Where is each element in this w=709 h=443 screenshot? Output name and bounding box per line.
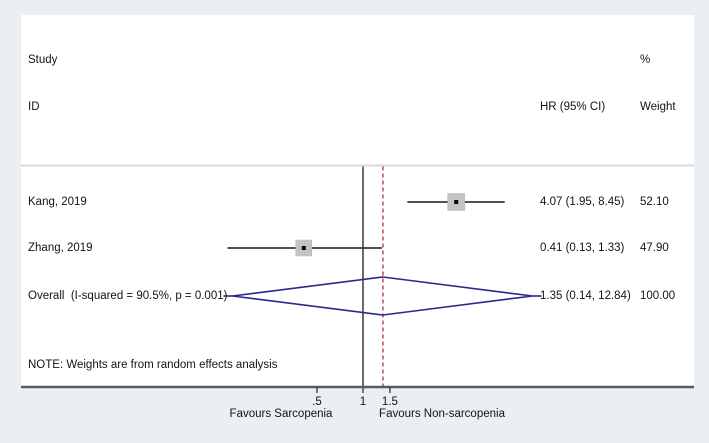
study-label: Zhang, 2019 bbox=[28, 242, 93, 254]
favours-left-label: Favours Sarcopenia bbox=[229, 408, 333, 420]
study-weight: 52.10 bbox=[640, 196, 669, 208]
x-tick-label: 1.5 bbox=[381, 396, 398, 408]
column-header-study: Study bbox=[28, 54, 58, 66]
study-hr-ci: 4.07 (1.95, 8.45) bbox=[540, 196, 625, 208]
study-weight: 47.90 bbox=[640, 242, 669, 254]
column-header-percent: % bbox=[640, 54, 651, 66]
overall-weight: 100.00 bbox=[640, 290, 676, 302]
column-header-weight: Weight bbox=[640, 101, 676, 113]
x-tick-label: 1 bbox=[359, 396, 367, 408]
column-header-hr-ci: HR (95% CI) bbox=[540, 101, 606, 113]
favours-right-label: Favours Non-sarcopenia bbox=[379, 408, 505, 420]
plot-area bbox=[21, 15, 694, 388]
overall-label: Overall (I-squared = 90.5%, p = 0.001) bbox=[28, 290, 228, 302]
column-header-id: ID bbox=[28, 101, 40, 113]
overall-hr-ci: 1.35 (0.14, 12.84) bbox=[540, 290, 631, 302]
weights-note: NOTE: Weights are from random effects an… bbox=[28, 359, 278, 371]
study-hr-ci: 0.41 (0.13, 1.33) bbox=[540, 242, 625, 254]
x-tick-label: .5 bbox=[312, 396, 322, 408]
study-label: Kang, 2019 bbox=[28, 196, 87, 208]
